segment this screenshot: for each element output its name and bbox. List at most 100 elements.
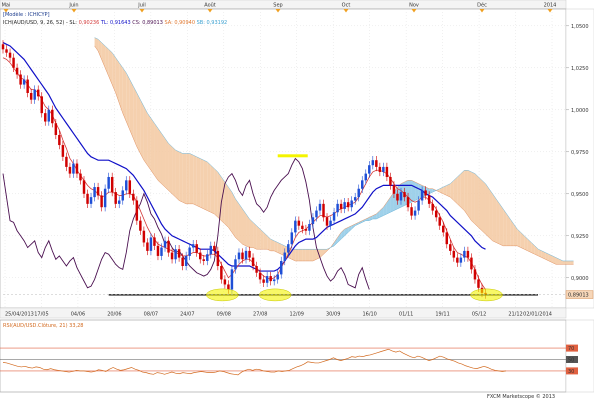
candle-bullish[interactable]: [283, 252, 286, 261]
candle-bearish[interactable]: [26, 79, 29, 93]
candle-bearish[interactable]: [19, 74, 22, 85]
candle-bearish[interactable]: [79, 173, 82, 181]
candle-bearish[interactable]: [392, 185, 396, 194]
candle-bullish[interactable]: [311, 217, 315, 225]
candle-bullish[interactable]: [336, 203, 339, 213]
candle-bullish[interactable]: [188, 247, 191, 256]
candle-bullish[interactable]: [364, 173, 367, 181]
candle-bearish[interactable]: [466, 250, 470, 258]
candle-bearish[interactable]: [65, 156, 68, 167]
candle-bearish[interactable]: [241, 252, 244, 260]
candle-bearish[interactable]: [8, 52, 12, 58]
candle-bearish[interactable]: [177, 249, 181, 258]
candle-bullish[interactable]: [93, 187, 96, 198]
candle-bearish[interactable]: [434, 210, 438, 218]
candle-bearish[interactable]: [216, 250, 220, 267]
candle-bearish[interactable]: [29, 92, 33, 100]
candle-bullish[interactable]: [417, 200, 420, 211]
candle-bearish[interactable]: [297, 220, 301, 226]
candle-bullish[interactable]: [149, 237, 153, 251]
candle-bearish[interactable]: [325, 217, 329, 226]
candle-bearish[interactable]: [258, 272, 262, 280]
candle-bullish[interactable]: [237, 252, 241, 260]
candle-bearish[interactable]: [438, 217, 441, 226]
candle-bearish[interactable]: [456, 257, 459, 263]
candle-bearish[interactable]: [170, 252, 174, 260]
candle-bearish[interactable]: [146, 242, 149, 251]
candle-bearish[interactable]: [15, 67, 19, 75]
candle-bullish[interactable]: [230, 269, 234, 290]
candle-bearish[interactable]: [142, 230, 146, 243]
candle-bearish[interactable]: [100, 195, 103, 208]
candle-bearish[interactable]: [255, 266, 258, 273]
candle-bearish[interactable]: [389, 176, 392, 186]
candle-bullish[interactable]: [174, 249, 177, 260]
candle-bullish[interactable]: [160, 247, 163, 256]
candle-bullish[interactable]: [121, 190, 124, 201]
candle-bearish[interactable]: [473, 269, 477, 280]
candle-bearish[interactable]: [322, 203, 325, 218]
candle-bearish[interactable]: [40, 96, 43, 114]
candle-bearish[interactable]: [86, 193, 89, 204]
candle-bearish[interactable]: [442, 225, 445, 233]
candle-bearish[interactable]: [304, 229, 308, 231]
candle-bullish[interactable]: [72, 163, 75, 174]
candle-bearish[interactable]: [128, 180, 132, 194]
candle-bullish[interactable]: [368, 165, 371, 174]
candle-bullish[interactable]: [117, 200, 121, 204]
rsi-line[interactable]: [2, 348, 507, 376]
candle-bearish[interactable]: [213, 245, 216, 251]
candle-bullish[interactable]: [22, 79, 26, 85]
candle-bullish[interactable]: [184, 255, 188, 267]
candle-bearish[interactable]: [227, 284, 230, 290]
candle-bullish[interactable]: [276, 274, 279, 280]
candle-bearish[interactable]: [339, 203, 343, 209]
candle-bearish[interactable]: [220, 266, 223, 280]
candle-bullish[interactable]: [361, 180, 364, 189]
candle-bearish[interactable]: [156, 245, 160, 256]
candle-bearish[interactable]: [403, 192, 406, 198]
candle-bullish[interactable]: [89, 197, 93, 204]
candle-bullish[interactable]: [47, 109, 51, 122]
candle-bearish[interactable]: [75, 163, 79, 174]
candle-bullish[interactable]: [191, 244, 195, 248]
candle-bearish[interactable]: [110, 176, 114, 193]
candle-bullish[interactable]: [459, 257, 463, 263]
candle-bearish[interactable]: [5, 49, 8, 53]
candle-bearish[interactable]: [424, 190, 427, 196]
candle-bearish[interactable]: [248, 250, 251, 258]
candle-bearish[interactable]: [167, 240, 170, 253]
candle-bullish[interactable]: [33, 89, 36, 100]
candle-bearish[interactable]: [396, 193, 399, 201]
candle-bearish[interactable]: [199, 252, 202, 260]
candle-bearish[interactable]: [12, 57, 15, 68]
candle-bullish[interactable]: [125, 180, 128, 191]
candle-bearish[interactable]: [251, 257, 255, 267]
candle-bearish[interactable]: [132, 193, 135, 201]
candle-bullish[interactable]: [244, 250, 248, 260]
candle-bearish[interactable]: [262, 279, 265, 283]
candle-bullish[interactable]: [308, 224, 311, 231]
candle-bearish[interactable]: [375, 160, 378, 167]
candle-bearish[interactable]: [36, 89, 40, 97]
candle-bearish[interactable]: [68, 166, 72, 174]
candle-bullish[interactable]: [332, 212, 336, 221]
candle-bullish[interactable]: [413, 210, 417, 216]
candle-bearish[interactable]: [44, 113, 47, 122]
candle-bearish[interactable]: [445, 232, 449, 245]
kijun-sen-line[interactable]: [2, 42, 486, 272]
candle-bearish[interactable]: [135, 200, 139, 221]
candle-bullish[interactable]: [329, 220, 332, 226]
candle-bearish[interactable]: [470, 257, 473, 270]
candle-bullish[interactable]: [343, 202, 346, 209]
candle-bearish[interactable]: [114, 192, 117, 204]
candle-bullish[interactable]: [399, 192, 403, 201]
candle-bullish[interactable]: [272, 279, 276, 282]
candle-bullish[interactable]: [234, 259, 237, 270]
candle-bullish[interactable]: [315, 210, 318, 218]
candle-bullish[interactable]: [206, 254, 209, 261]
candle-bullish[interactable]: [294, 220, 297, 233]
candle-bearish[interactable]: [378, 166, 382, 172]
candle-bearish[interactable]: [181, 257, 184, 267]
